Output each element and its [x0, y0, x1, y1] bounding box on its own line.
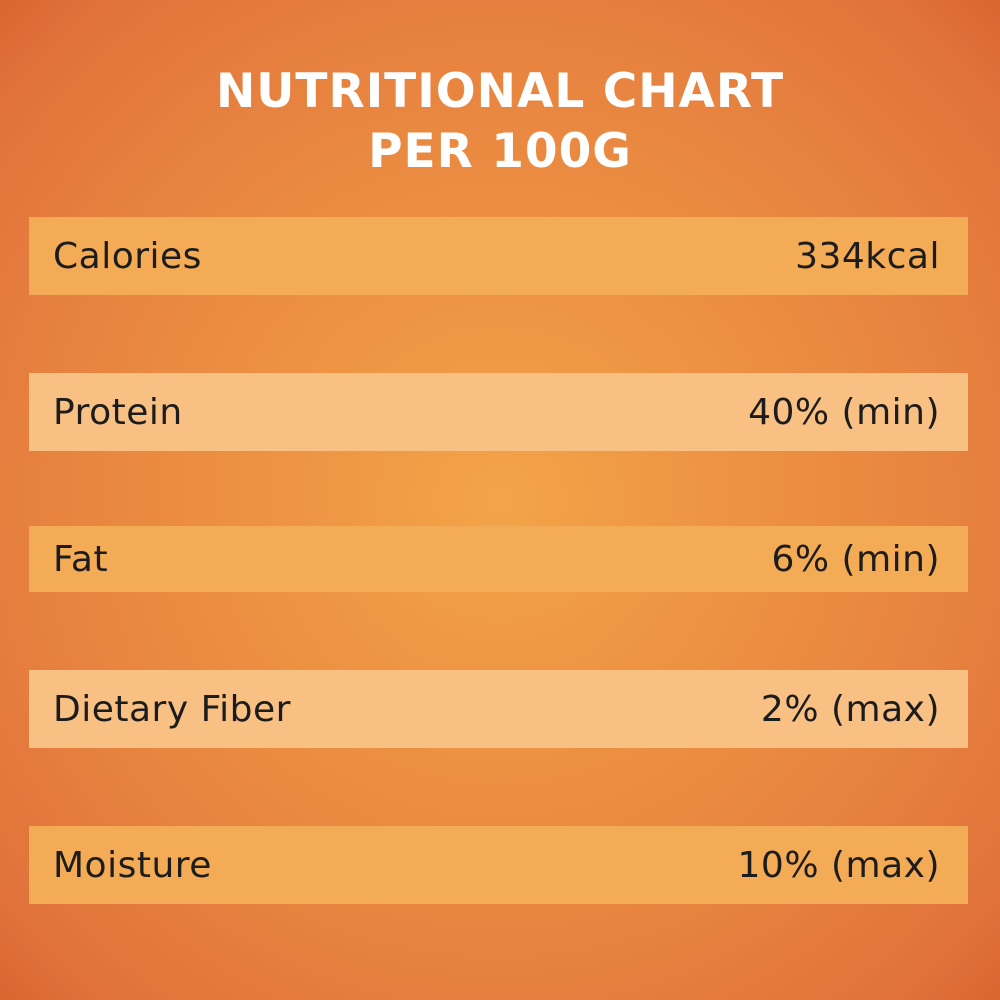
nutrient-row-moisture: Moisture 10% (max) [29, 826, 968, 904]
nutrient-label: Moisture [53, 844, 212, 886]
nutrient-value: 40% (min) [748, 391, 940, 433]
nutrient-value: 334kcal [795, 235, 940, 277]
nutrient-value: 2% (max) [760, 688, 940, 730]
chart-title-line-2: PER 100G [368, 124, 632, 179]
nutrient-row-fat: Fat 6% (min) [29, 526, 968, 592]
nutrient-value: 10% (max) [737, 844, 940, 886]
nutrient-label: Calories [53, 235, 202, 277]
chart-title-line-1: NUTRITIONAL CHART [215, 64, 785, 119]
nutrient-label: Dietary Fiber [53, 688, 291, 730]
nutrient-row-dietary-fiber: Dietary Fiber 2% (max) [29, 670, 968, 748]
nutrient-value: 6% (min) [771, 538, 940, 580]
nutrient-row-calories: Calories 334kcal [29, 217, 968, 295]
nutrient-label: Protein [53, 391, 183, 433]
nutrient-label: Fat [53, 538, 109, 580]
chart-title: NUTRITIONAL CHART PER 100G [0, 62, 1000, 182]
nutrient-row-protein: Protein 40% (min) [29, 373, 968, 451]
